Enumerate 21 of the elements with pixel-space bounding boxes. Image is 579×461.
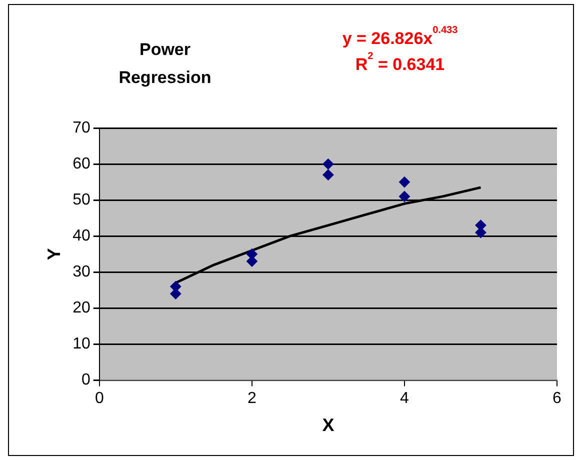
y-tick-label: 60	[72, 155, 90, 172]
text: y = 26.826x$^{0.433}$	[341, 25, 459, 50]
x-tick-label: 0	[94, 390, 104, 408]
y-tick-label: 10	[72, 336, 90, 353]
y-axis-title: Y	[44, 248, 64, 260]
point	[398, 176, 410, 188]
y-tick-label: 70	[72, 119, 90, 136]
y-tick-label: 0	[81, 372, 90, 389]
text: R$^{2}$ = 0.6341	[354, 51, 446, 76]
x-axis-title: X	[322, 415, 334, 436]
point	[322, 158, 334, 170]
y-tick-label: 50	[72, 191, 90, 208]
x-tick-label: 6	[552, 390, 562, 408]
x-tick-label: 4	[400, 390, 410, 408]
point	[398, 190, 410, 202]
y-tick-label: 40	[72, 227, 90, 244]
x-tick-label: 2	[247, 390, 256, 408]
chart-title: Power Regression	[118, 39, 212, 89]
y-tick-label: 30	[72, 264, 90, 281]
y-tick-label: 20	[72, 300, 90, 317]
point	[322, 169, 334, 180]
